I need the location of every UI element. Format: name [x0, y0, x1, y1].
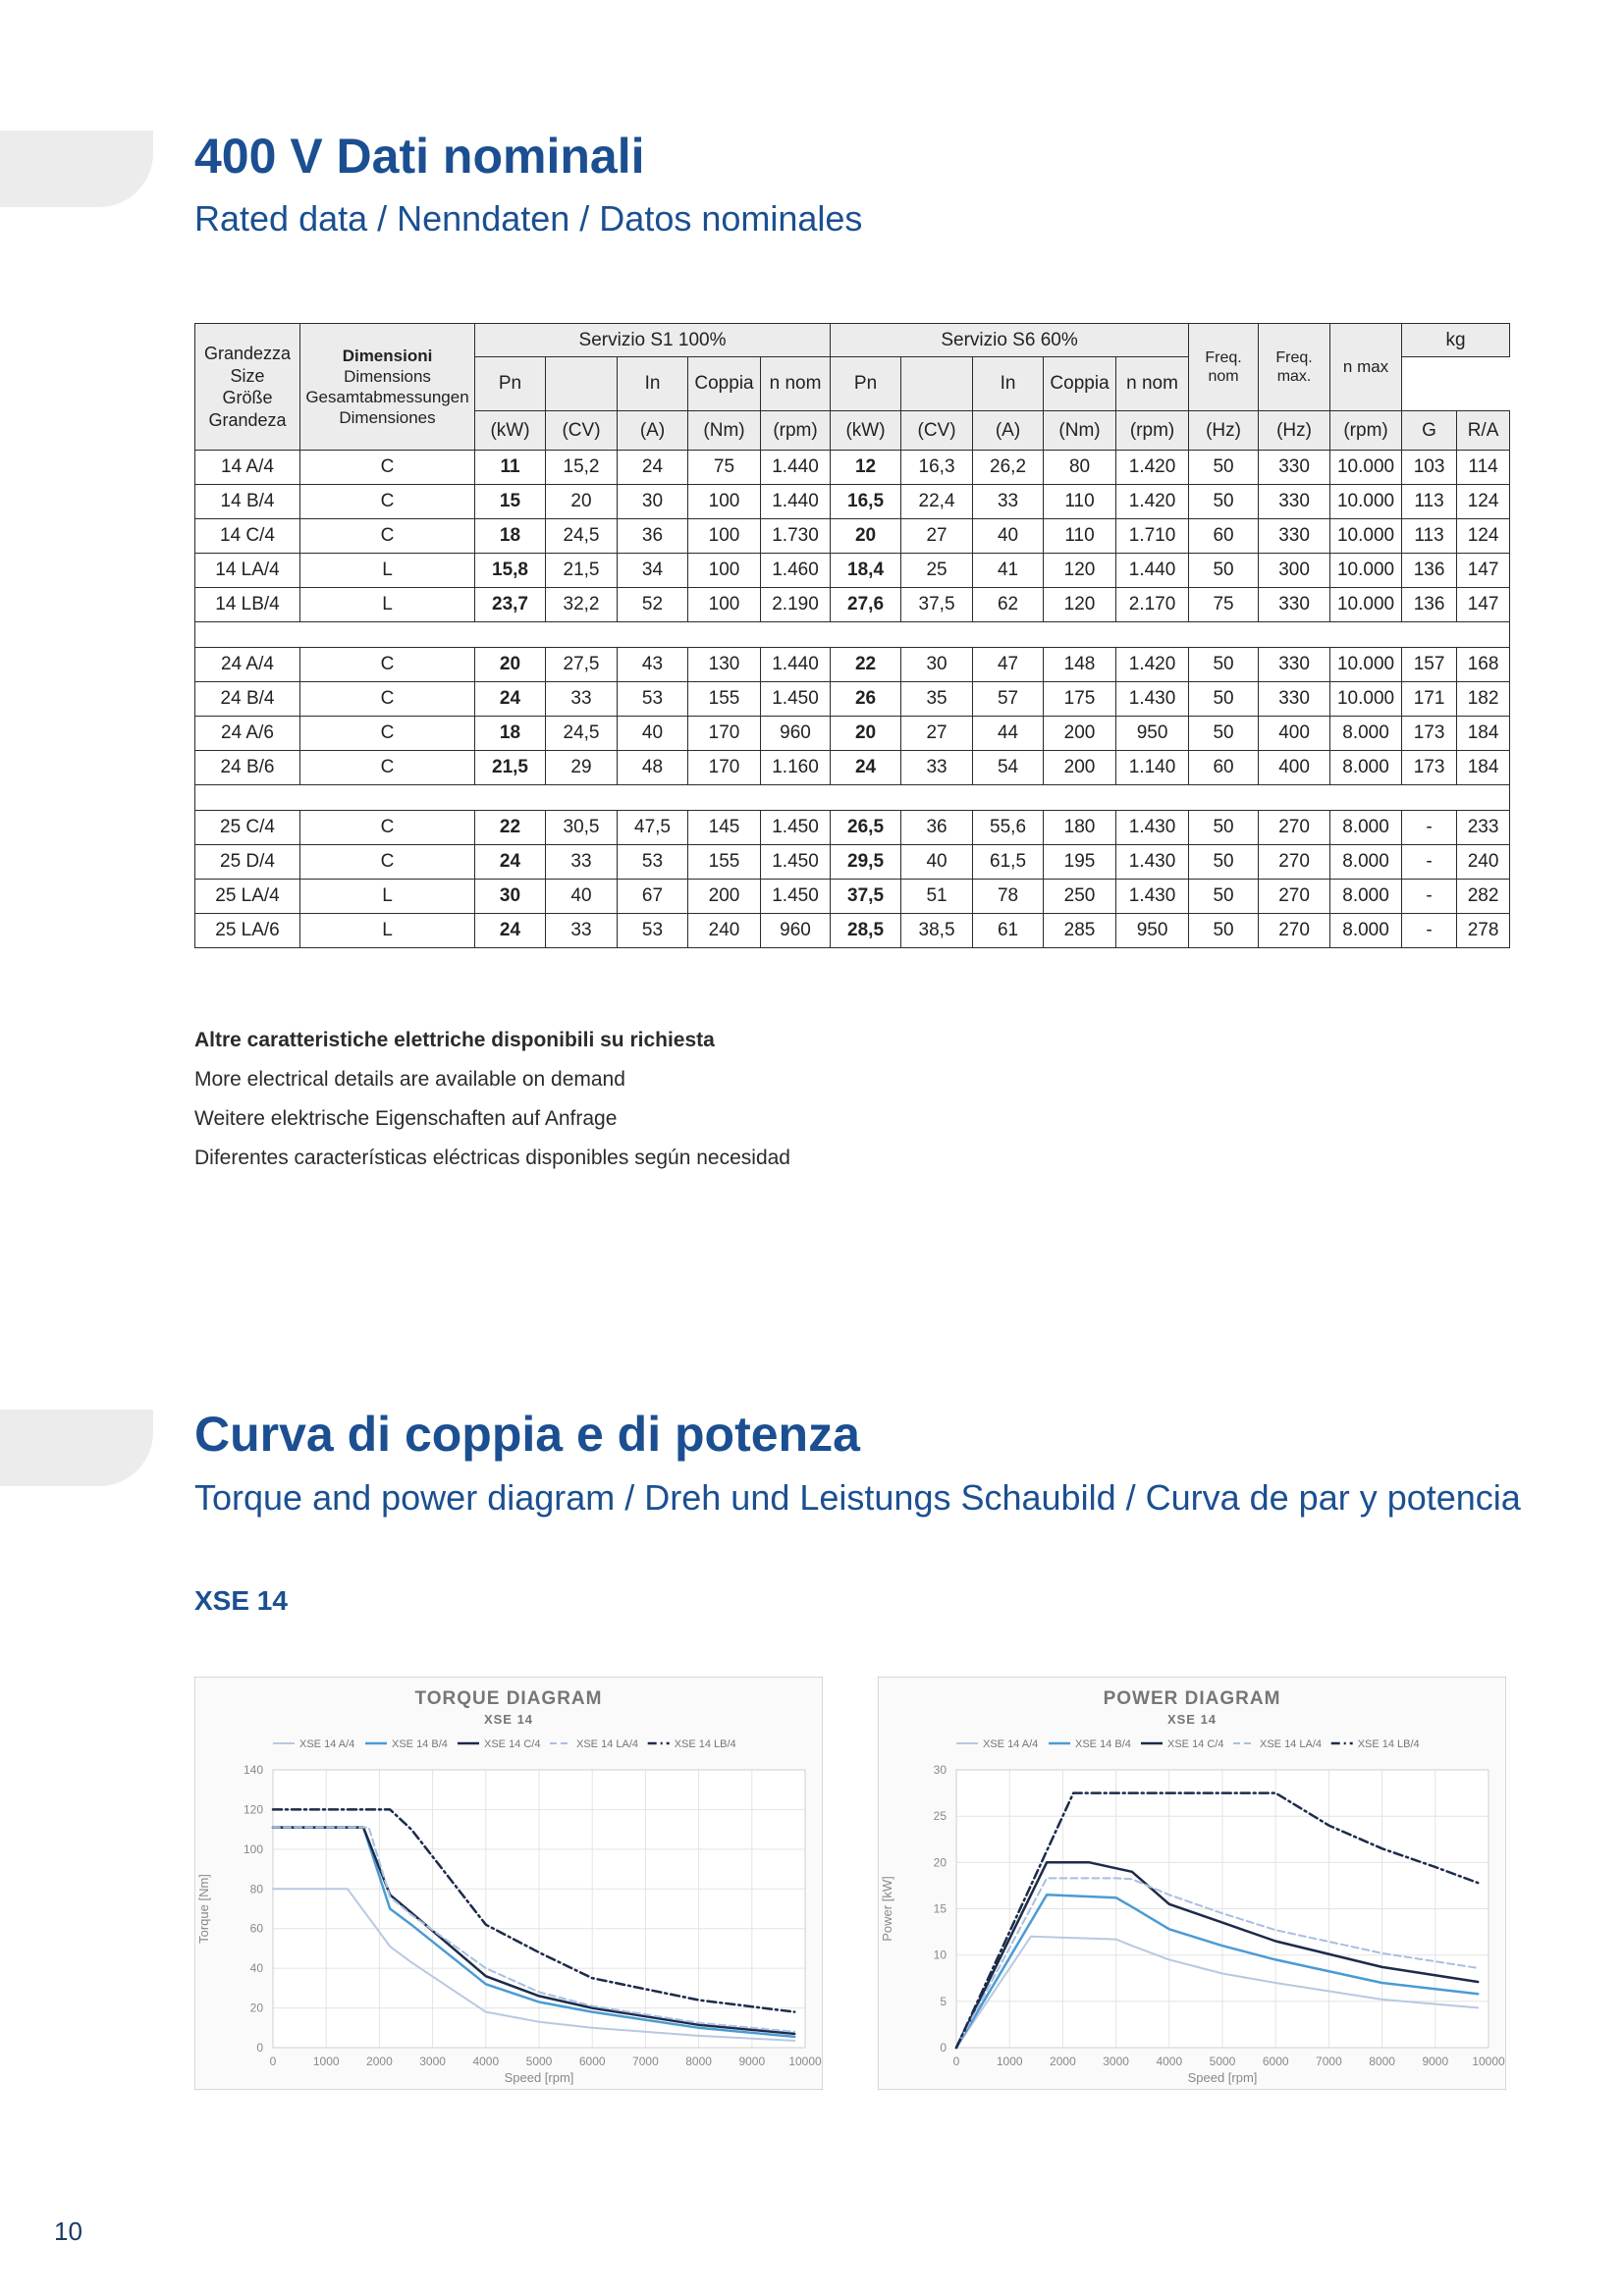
svg-text:Torque [Nm]: Torque [Nm]	[196, 1874, 211, 1944]
svg-text:8000: 8000	[1369, 2055, 1395, 2068]
svg-text:3000: 3000	[419, 2055, 446, 2068]
svg-text:Power [kW]: Power [kW]	[880, 1876, 894, 1941]
svg-text:9000: 9000	[738, 2055, 765, 2068]
svg-text:XSE 14 B/4: XSE 14 B/4	[392, 1738, 448, 1750]
svg-text:XSE 14 LA/4: XSE 14 LA/4	[1260, 1738, 1322, 1750]
svg-text:30: 30	[934, 1763, 947, 1777]
svg-text:4000: 4000	[472, 2055, 499, 2068]
svg-text:5000: 5000	[526, 2055, 553, 2068]
svg-text:40: 40	[250, 1961, 264, 1975]
svg-text:XSE 14 A/4: XSE 14 A/4	[983, 1738, 1038, 1750]
svg-text:0: 0	[940, 2041, 947, 2055]
svg-text:XSE 14: XSE 14	[1167, 1712, 1217, 1727]
svg-text:6000: 6000	[579, 2055, 606, 2068]
svg-text:7000: 7000	[1316, 2055, 1342, 2068]
svg-text:10000: 10000	[788, 2055, 822, 2068]
svg-text:2000: 2000	[366, 2055, 393, 2068]
svg-text:POWER DIAGRAM: POWER DIAGRAM	[1104, 1688, 1281, 1709]
svg-text:100: 100	[244, 1842, 263, 1856]
svg-text:XSE 14 C/4: XSE 14 C/4	[1167, 1738, 1223, 1750]
svg-text:1000: 1000	[997, 2055, 1023, 2068]
svg-text:XSE 14 LB/4: XSE 14 LB/4	[675, 1738, 736, 1750]
svg-text:5: 5	[940, 1995, 947, 2008]
svg-text:60: 60	[250, 1922, 264, 1936]
svg-text:8000: 8000	[685, 2055, 712, 2068]
svg-text:Speed [rpm]: Speed [rpm]	[1188, 2070, 1258, 2085]
svg-text:XSE 14 LA/4: XSE 14 LA/4	[576, 1738, 638, 1750]
svg-text:10: 10	[934, 1949, 947, 1962]
svg-text:4000: 4000	[1156, 2055, 1182, 2068]
svg-text:9000: 9000	[1422, 2055, 1448, 2068]
svg-text:XSE 14 C/4: XSE 14 C/4	[484, 1738, 540, 1750]
svg-text:Speed [rpm]: Speed [rpm]	[505, 2070, 574, 2085]
svg-text:1000: 1000	[313, 2055, 340, 2068]
svg-text:XSE 14: XSE 14	[484, 1712, 533, 1727]
svg-text:XSE 14 LB/4: XSE 14 LB/4	[1358, 1738, 1420, 1750]
svg-text:15: 15	[934, 1902, 947, 1916]
svg-text:TORQUE DIAGRAM: TORQUE DIAGRAM	[415, 1688, 603, 1709]
svg-text:120: 120	[244, 1802, 263, 1816]
svg-text:0: 0	[256, 2041, 263, 2055]
svg-text:20: 20	[250, 2002, 264, 2015]
svg-text:7000: 7000	[632, 2055, 659, 2068]
svg-text:2000: 2000	[1050, 2055, 1076, 2068]
svg-text:XSE 14 A/4: XSE 14 A/4	[299, 1738, 354, 1750]
svg-text:80: 80	[250, 1882, 264, 1896]
svg-text:5000: 5000	[1210, 2055, 1236, 2068]
svg-text:20: 20	[934, 1855, 947, 1869]
svg-text:140: 140	[244, 1763, 263, 1777]
svg-text:0: 0	[270, 2055, 277, 2068]
svg-text:10000: 10000	[1472, 2055, 1505, 2068]
svg-text:3000: 3000	[1103, 2055, 1129, 2068]
svg-text:25: 25	[934, 1809, 947, 1823]
svg-text:6000: 6000	[1263, 2055, 1289, 2068]
svg-text:XSE 14 B/4: XSE 14 B/4	[1075, 1738, 1131, 1750]
svg-text:0: 0	[953, 2055, 960, 2068]
